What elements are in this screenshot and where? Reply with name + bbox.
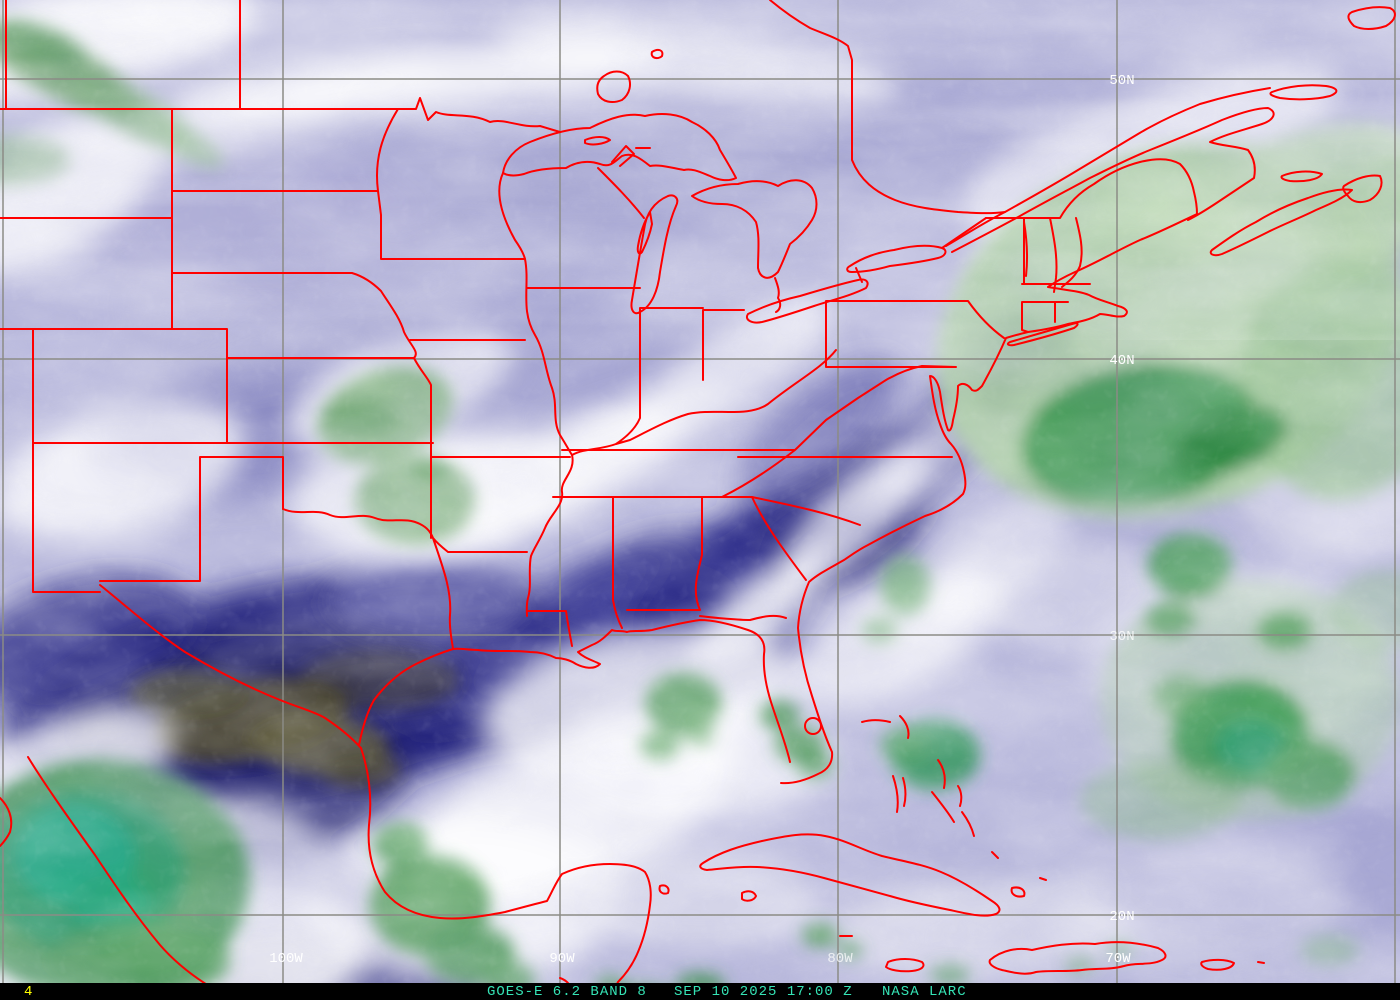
canada-prairie-borders: [0, 0, 561, 133]
upper-peninsula-border: [597, 167, 645, 219]
status-bar: 4 GOES-E 6.2 BAND 8 SEP 10 2025 17:00 Z …: [0, 983, 1400, 1000]
lake-okeechobee: [804, 717, 822, 735]
gaspe-south-shore: [951, 107, 1275, 253]
us-atlantic-gulf-coastline: [780, 213, 1198, 785]
prince-edward-island: [1280, 170, 1323, 183]
mexico-gulf-yucatan-coast: [360, 747, 670, 983]
grid-labels: 50N 40N 30N 20N 100W 90W 80W 70W: [269, 73, 1134, 967]
jamaica: [885, 958, 925, 973]
bahamas-islands: [839, 715, 1265, 964]
lake-superior: [502, 113, 737, 182]
product-name-label: GOES-E 6.2 BAND 8: [487, 984, 647, 1000]
newfoundland-corner: [1347, 6, 1396, 30]
western-state-borders: [0, 108, 526, 593]
central-america-borders: [559, 977, 570, 983]
lon-label-80w: 80W: [827, 951, 853, 967]
lat-label-30n: 30N: [1109, 629, 1134, 645]
hispaniola: [988, 941, 1167, 975]
lake-ontario: [846, 217, 987, 273]
mississippi-river-border: [498, 172, 641, 647]
lon-label-70w: 70W: [1105, 951, 1131, 967]
frame-number: 4: [24, 984, 34, 1000]
lake-huron: [691, 179, 818, 313]
lon-label-90w: 90W: [549, 951, 575, 967]
puerto-rico: [1200, 958, 1235, 971]
lake-erie: [746, 267, 869, 324]
lon-label-100w: 100W: [269, 951, 303, 967]
anticosti-island: [1269, 84, 1338, 101]
ontario-quebec-border: [769, 0, 1006, 215]
timestamp-label: SEP 10 2025 17:00 Z: [674, 984, 853, 1000]
northeast-state-borders: [985, 158, 1198, 347]
south-central-borders: [282, 456, 571, 650]
nova-scotia: [1209, 174, 1383, 257]
lat-label-40n: 40N: [1109, 353, 1134, 369]
st-lawrence-river: [945, 87, 1271, 247]
southeast-state-borders: [552, 496, 861, 629]
mexico-pacific-coast: [0, 756, 207, 983]
rio-grande-border: [99, 584, 362, 749]
cuba: [699, 833, 1001, 917]
lat-label-20n: 20N: [1109, 909, 1134, 925]
midwest-state-borders: [561, 300, 1005, 498]
lat-label-50n: 50N: [1109, 73, 1134, 89]
credit-label: NASA LARC: [882, 984, 967, 1000]
florida-west-gulf-coastline: [358, 619, 791, 763]
lake-nipigon: [596, 48, 664, 103]
